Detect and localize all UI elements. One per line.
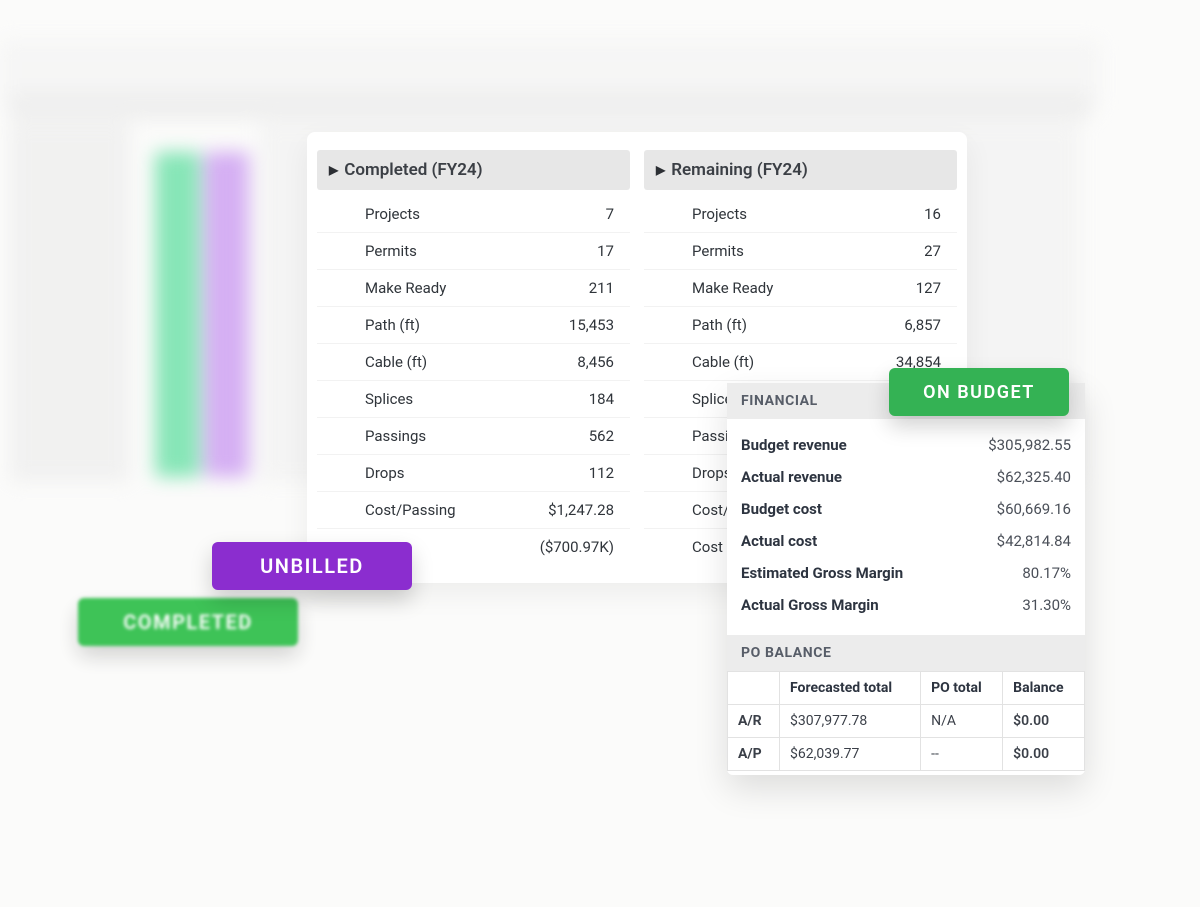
table-row: Cable (ft)8,456 (317, 344, 630, 381)
status-badge-unbilled: UNBILLED (212, 542, 412, 590)
po-row-ap: A/P $62,039.77 -- $0.00 (728, 738, 1085, 771)
financial-row: Actual Gross Margin31.30% (741, 589, 1071, 621)
financial-row: Budget revenue$305,982.55 (741, 429, 1071, 461)
table-row: Passings562 (317, 418, 630, 455)
table-row: Make Ready127 (644, 270, 957, 307)
col-po-total: PO total (921, 672, 1003, 705)
remaining-title: Remaining (FY24) (671, 160, 808, 180)
completed-title: Completed (FY24) (344, 160, 482, 180)
col-balance: Balance (1003, 672, 1085, 705)
status-badge-on-budget: ON BUDGET (889, 368, 1069, 416)
po-row-ar: A/R $307,977.78 N/A $0.00 (728, 705, 1085, 738)
caret-right-icon: ▶ (656, 163, 665, 177)
completed-header[interactable]: ▶ Completed (FY24) (317, 150, 630, 190)
po-balance-table: Forecasted total PO total Balance A/R $3… (727, 671, 1085, 771)
table-row: Projects7 (317, 196, 630, 233)
financial-row: Estimated Gross Margin80.17% (741, 557, 1071, 589)
financial-row: Actual cost$42,814.84 (741, 525, 1071, 557)
table-row: Splices184 (317, 381, 630, 418)
table-row: Cost/Passing$1,247.28 (317, 492, 630, 529)
financial-card: FINANCIAL Budget revenue$305,982.55 Actu… (727, 383, 1085, 775)
table-row: Path (ft)15,453 (317, 307, 630, 344)
financial-row: Actual revenue$62,325.40 (741, 461, 1071, 493)
table-row: Projects16 (644, 196, 957, 233)
remaining-header[interactable]: ▶ Remaining (FY24) (644, 150, 957, 190)
table-row: Make Ready211 (317, 270, 630, 307)
caret-right-icon: ▶ (329, 163, 338, 177)
status-badge-completed: COMPLETED (78, 598, 298, 646)
financial-row: Budget cost$60,669.16 (741, 493, 1071, 525)
table-row: Drops112 (317, 455, 630, 492)
col-forecasted: Forecasted total (780, 672, 921, 705)
table-row: Permits17 (317, 233, 630, 270)
po-balance-header: PO BALANCE (727, 635, 1085, 671)
completed-column: ▶ Completed (FY24) Projects7 Permits17 M… (317, 150, 630, 565)
table-row: Permits27 (644, 233, 957, 270)
table-row: Path (ft)6,857 (644, 307, 957, 344)
